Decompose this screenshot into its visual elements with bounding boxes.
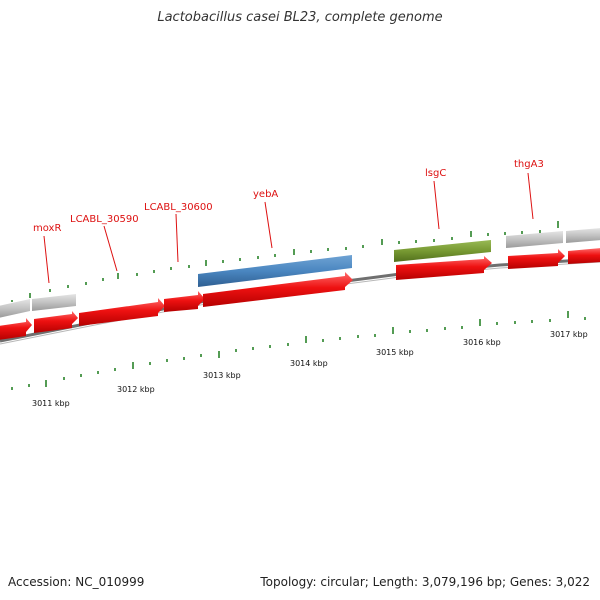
gene-label-thgA3[interactable]: thgA3 xyxy=(514,159,544,170)
kbp-label-3015: 3015 kbp xyxy=(376,348,414,357)
cds-arrow-5[interactable] xyxy=(203,272,353,307)
inner-tick-row xyxy=(11,311,586,390)
grey-feature-1[interactable] xyxy=(0,299,30,318)
cds-arrow-1[interactable] xyxy=(0,318,32,340)
cds-arrow-6[interactable] xyxy=(396,256,492,280)
grey-feature-3[interactable] xyxy=(506,231,563,248)
gene-label-lsgC[interactable]: lsgC xyxy=(425,168,446,179)
kbp-label-3013: 3013 kbp xyxy=(203,371,241,380)
cds-arrow-7[interactable] xyxy=(508,249,565,269)
green-feature-lsgC[interactable] xyxy=(394,240,491,262)
gene-label-lcabl-30600[interactable]: LCABL_30600 xyxy=(144,202,213,213)
blue-feature-yebA[interactable] xyxy=(198,255,352,287)
kbp-label-3011: 3011 kbp xyxy=(32,399,70,408)
kbp-labels: 3011 kbp 3012 kbp 3013 kbp 3014 kbp 3015… xyxy=(32,330,588,408)
kbp-label-3017: 3017 kbp xyxy=(550,330,588,339)
genome-summary-text: Topology: circular; Length: 3,079,196 bp… xyxy=(260,575,590,589)
grey-feature-4[interactable] xyxy=(566,228,600,243)
kbp-label-3014: 3014 kbp xyxy=(290,359,328,368)
gene-label-lcabl-30590[interactable]: LCABL_30590 xyxy=(70,214,139,225)
outer-tick-row xyxy=(11,221,559,302)
cds-arrow-2[interactable] xyxy=(34,311,78,333)
kbp-label-3016: 3016 kbp xyxy=(463,338,501,347)
gene-label-pointers xyxy=(43,172,534,284)
map-title: Lactobacillus casei BL23, complete genom… xyxy=(157,10,443,25)
gene-label-moxR[interactable]: moxR xyxy=(33,223,61,234)
grey-feature-2[interactable] xyxy=(32,294,76,311)
cds-arrow-8[interactable] xyxy=(568,248,600,264)
gene-labels: moxR LCABL_30590 LCABL_30600 yebA lsgC t… xyxy=(33,159,544,234)
gene-label-yebA[interactable]: yebA xyxy=(253,189,278,200)
cds-track xyxy=(0,248,600,340)
cds-arrow-3[interactable] xyxy=(79,298,165,326)
cds-arrow-4[interactable] xyxy=(164,291,205,312)
accession-text: Accession: NC_010999 xyxy=(8,575,145,589)
kbp-label-3012: 3012 kbp xyxy=(117,385,155,394)
